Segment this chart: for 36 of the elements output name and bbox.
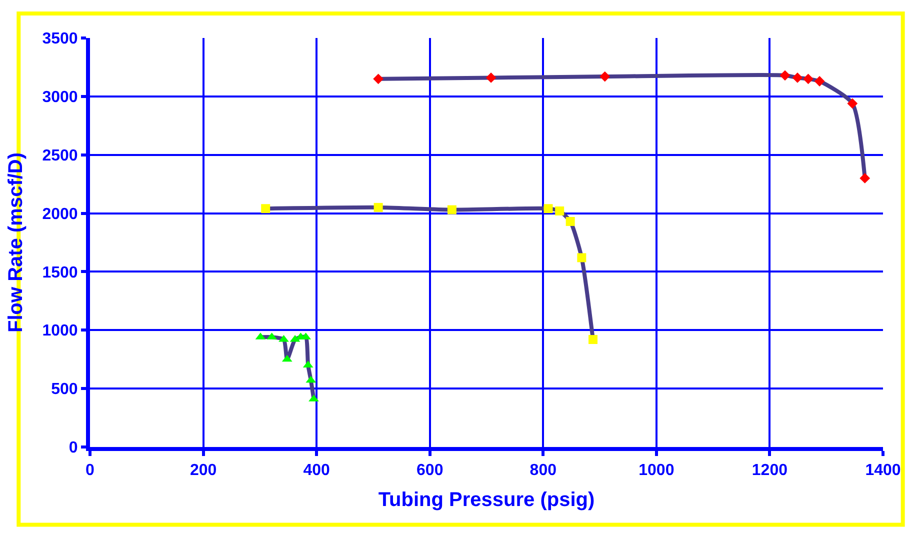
y-tick-label: 500 [51,381,78,398]
y-tick-label: 3500 [42,30,78,48]
point [588,334,598,344]
y-tick-label: 0 [68,440,78,457]
point [780,70,790,81]
x-tick-label: 800 [530,462,557,480]
point [278,334,289,342]
point [544,204,553,214]
x-tick-label: 600 [416,462,444,480]
point [486,72,496,83]
point [373,74,384,84]
x-tick-label: 400 [303,462,330,480]
point [792,72,803,83]
point [814,76,825,86]
point [860,173,870,184]
y-tick-label: 3000 [42,89,78,106]
x-tick-label: 1000 [638,462,674,480]
x-tick-label: 1400 [865,462,901,480]
x-tick-label: 0 [86,462,95,480]
point [374,202,383,212]
y-tick-label: 2500 [42,147,78,164]
point [847,98,858,109]
y-tick-label: 1000 [42,322,78,340]
point [261,204,270,214]
point [577,253,586,262]
y-tick-label: 2000 [42,206,78,223]
x-tick-label: 1200 [752,462,788,480]
x-axis-title: Tubing Pressure (psig) [378,489,595,512]
point [600,71,610,82]
point [566,216,575,226]
x-tick-label: 200 [190,462,217,480]
point [555,206,564,216]
y-axis-title: Flow Rate (mscf/D) [5,152,28,333]
point [447,205,456,214]
y-tick-label: 1500 [42,264,78,282]
point [803,74,814,84]
